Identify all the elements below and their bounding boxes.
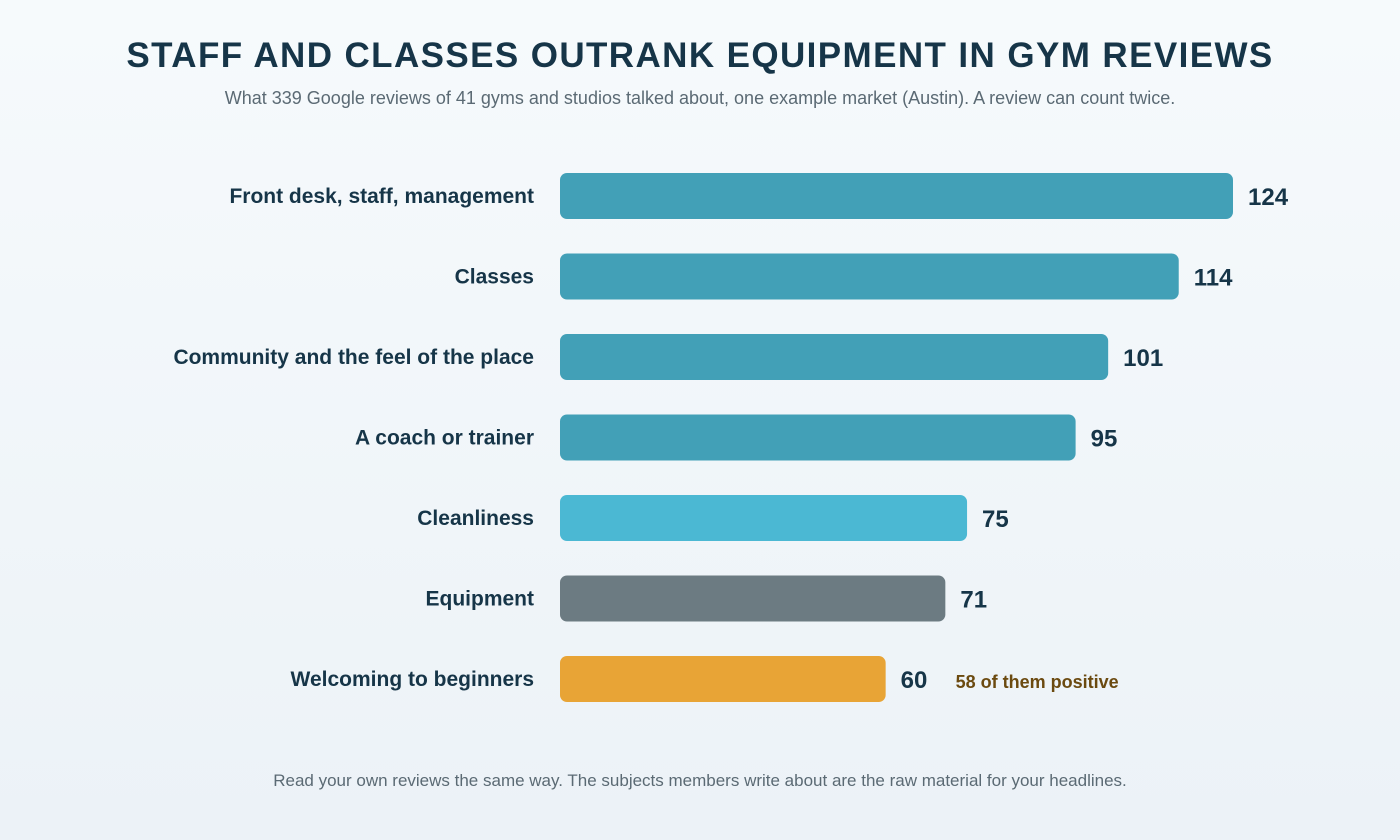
- chart-subtitle: What 339 Google reviews of 41 gyms and s…: [224, 88, 1176, 108]
- bar-equipment: [560, 575, 946, 622]
- annotation-welcoming-to-beginners: 58 of them positive: [956, 672, 1119, 692]
- category-label-a-coach-or-trainer: A coach or trainer: [355, 427, 534, 450]
- category-label-community-and-the-feel-of-the-place: Community and the feel of the place: [173, 346, 534, 369]
- bar-front-desk-staff-management: [560, 173, 1233, 219]
- chart-footer-note: Read your own reviews the same way. The …: [273, 771, 1127, 790]
- value-label-community-and-the-feel-of-the-place: 101: [1123, 345, 1163, 372]
- category-label-equipment: Equipment: [426, 588, 535, 611]
- category-label-cleanliness: Cleanliness: [417, 507, 534, 530]
- value-label-front-desk-staff-management: 124: [1248, 184, 1289, 211]
- value-label-cleanliness: 75: [982, 506, 1009, 533]
- bar-a-coach-or-trainer: [560, 414, 1076, 461]
- chart-title: STAFF AND CLASSES OUTRANK EQUIPMENT IN G…: [126, 36, 1274, 75]
- category-label-welcoming-to-beginners: Welcoming to beginners: [291, 668, 534, 691]
- bar-cleanliness: [560, 495, 968, 541]
- value-label-classes: 114: [1194, 265, 1233, 292]
- bar-community-and-the-feel-of-the-place: [560, 334, 1109, 380]
- category-label-front-desk-staff-management: Front desk, staff, management: [229, 185, 534, 208]
- value-label-a-coach-or-trainer: 95: [1091, 426, 1118, 453]
- bars-layer: Front desk, staff, management 124 Classes 1…: [173, 173, 1289, 702]
- value-label-equipment: 71: [960, 587, 987, 614]
- category-label-classes: Classes: [455, 266, 534, 289]
- bar-welcoming-to-beginners: [560, 656, 886, 702]
- value-label-welcoming-to-beginners: 60: [901, 667, 928, 694]
- bar-classes: [560, 253, 1179, 300]
